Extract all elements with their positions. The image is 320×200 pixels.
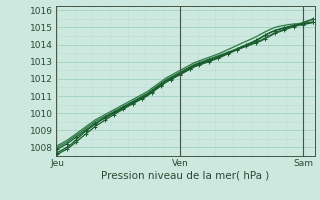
X-axis label: Pression niveau de la mer( hPa ): Pression niveau de la mer( hPa ) — [101, 171, 270, 181]
